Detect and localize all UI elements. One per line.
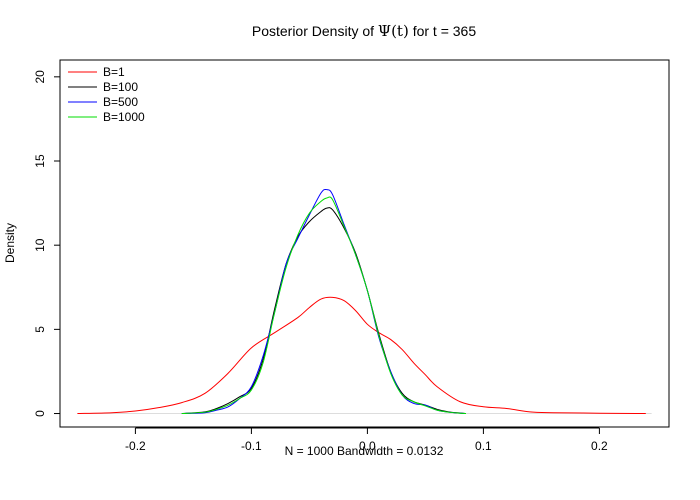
chart-title: Posterior Density of Ψ(t) for t = 365 [252, 22, 476, 40]
x-tick-label: 0.1 [475, 439, 492, 453]
x-axis-label: N = 1000 Bandwidth = 0.0132 [285, 444, 444, 458]
series-line-b-1 [77, 296, 646, 415]
y-tick-label: 0 [33, 410, 47, 417]
y-tick-label: 20 [33, 70, 47, 84]
series-layer [77, 188, 646, 415]
y-axis: 0 5 10 15 20 [33, 70, 61, 417]
y-axis-label: Density [3, 223, 17, 263]
x-axis: -0.2 -0.1 0.0 0.1 0.2 [125, 427, 608, 453]
x-tick-label: 0.0 [359, 439, 376, 453]
y-tick-label: 5 [33, 326, 47, 333]
legend-label-b-500: B=500 [103, 95, 138, 109]
legend-label-b-1: B=1 [103, 65, 125, 79]
x-tick-label: -0.2 [125, 439, 146, 453]
series-line-b-1000 [181, 196, 467, 415]
legend-label-b-1000: B=1000 [103, 110, 145, 124]
legend-label-b-100: B=100 [103, 80, 138, 94]
y-tick-label: 10 [33, 238, 47, 252]
y-tick-label: 15 [33, 154, 47, 168]
x-tick-label: 0.2 [591, 439, 608, 453]
x-tick-label: -0.1 [241, 439, 262, 453]
